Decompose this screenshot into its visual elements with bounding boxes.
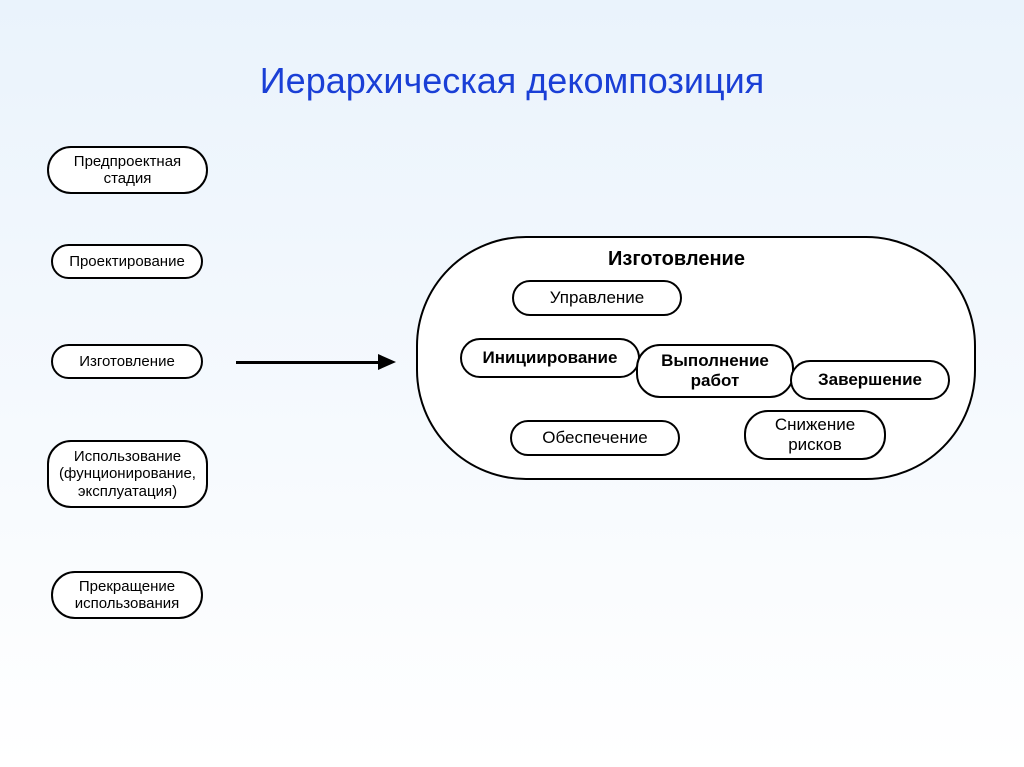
- decomposition-arrow-head: [378, 354, 396, 370]
- manufacture-detail-label: Изготовление: [608, 248, 745, 271]
- node-risk: Снижение рисков: [744, 410, 886, 460]
- node-control: Управление: [512, 280, 682, 316]
- node-usage: Использование (фунционирование, эксплуат…: [47, 440, 208, 508]
- page-title: Иерархическая декомпозиция: [0, 60, 1024, 102]
- node-initiation: Инициирование: [460, 338, 640, 378]
- node-termination: Прекращение использования: [51, 571, 203, 619]
- node-execution: Выполнение работ: [636, 344, 794, 398]
- node-manufacture: Изготовление: [51, 344, 203, 379]
- node-provision: Обеспечение: [510, 420, 680, 456]
- node-completion: Завершение: [790, 360, 950, 400]
- decomposition-arrow-line: [236, 361, 378, 364]
- node-preproject: Предпроектная стадия: [47, 146, 208, 194]
- node-design: Проектирование: [51, 244, 203, 279]
